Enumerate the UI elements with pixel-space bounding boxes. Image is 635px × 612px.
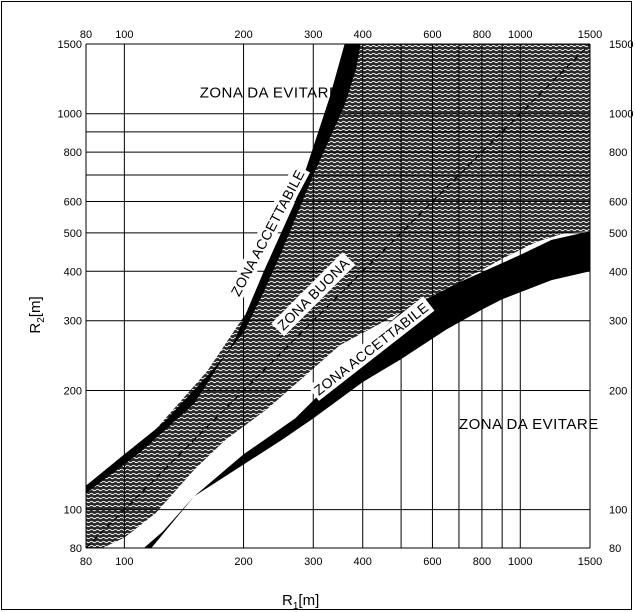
y-tick-right-400: 400 <box>609 266 627 278</box>
region-2 <box>143 231 590 548</box>
ticks-layer: 8080100100200200300300400400600600800800… <box>58 29 634 568</box>
region-1 <box>86 44 361 494</box>
x-tick-top-600: 600 <box>423 29 441 41</box>
x-tick-bottom-600: 600 <box>423 556 441 568</box>
y-tick-right-600: 600 <box>609 197 627 209</box>
y-tick-left-100: 100 <box>64 505 82 517</box>
annotation-bg-3 <box>271 252 356 337</box>
y-tick-right-100: 100 <box>609 505 627 517</box>
y-tick-left-80: 80 <box>70 543 82 555</box>
x-tick-bottom-1500: 1500 <box>578 556 602 568</box>
y-tick-right-200: 200 <box>609 385 627 397</box>
x-axis-title: R1[m] <box>282 592 319 612</box>
y-tick-left-1500: 1500 <box>58 39 82 51</box>
annotation-1: ZONA DA EVITARE <box>459 416 599 433</box>
y-tick-left-600: 600 <box>64 197 82 209</box>
y-tick-left-1000: 1000 <box>58 109 82 121</box>
x-tick-top-300: 300 <box>304 29 322 41</box>
y-tick-right-500: 500 <box>609 228 627 240</box>
y-tick-left-400: 400 <box>64 266 82 278</box>
y-tick-left-800: 800 <box>64 147 82 159</box>
annotation-0: ZONA DA EVITARE <box>200 84 340 101</box>
x-tick-bottom-1000: 1000 <box>508 556 532 568</box>
y-tick-right-300: 300 <box>609 316 627 328</box>
y-tick-left-300: 300 <box>64 316 82 328</box>
x-tick-bottom-100: 100 <box>115 556 133 568</box>
x-tick-top-800: 800 <box>473 29 491 41</box>
x-tick-top-200: 200 <box>234 29 252 41</box>
x-tick-bottom-80: 80 <box>80 556 92 568</box>
grid-layer <box>85 43 591 549</box>
x-tick-bottom-200: 200 <box>234 556 252 568</box>
x-tick-top-100: 100 <box>115 29 133 41</box>
x-tick-top-1500: 1500 <box>578 29 602 41</box>
x-tick-bottom-800: 800 <box>473 556 491 568</box>
x-tick-bottom-300: 300 <box>304 556 322 568</box>
diagonal-layer <box>85 43 591 549</box>
annotation-bg-2 <box>225 163 311 302</box>
x-tick-bottom-400: 400 <box>354 556 372 568</box>
x-tick-top-400: 400 <box>354 29 372 41</box>
y-axis-title: R2[m] <box>27 296 47 333</box>
y-tick-right-1500: 1500 <box>609 39 633 51</box>
annotation-bg-4 <box>307 296 435 401</box>
x-tick-top-1000: 1000 <box>508 29 532 41</box>
y-tick-right-800: 800 <box>609 147 627 159</box>
y-tick-right-80: 80 <box>609 543 621 555</box>
y-tick-right-1000: 1000 <box>609 109 633 121</box>
y-tick-left-500: 500 <box>64 228 82 240</box>
x-tick-top-80: 80 <box>80 29 92 41</box>
diagonal-line <box>85 43 591 549</box>
y-tick-left-200: 200 <box>64 385 82 397</box>
